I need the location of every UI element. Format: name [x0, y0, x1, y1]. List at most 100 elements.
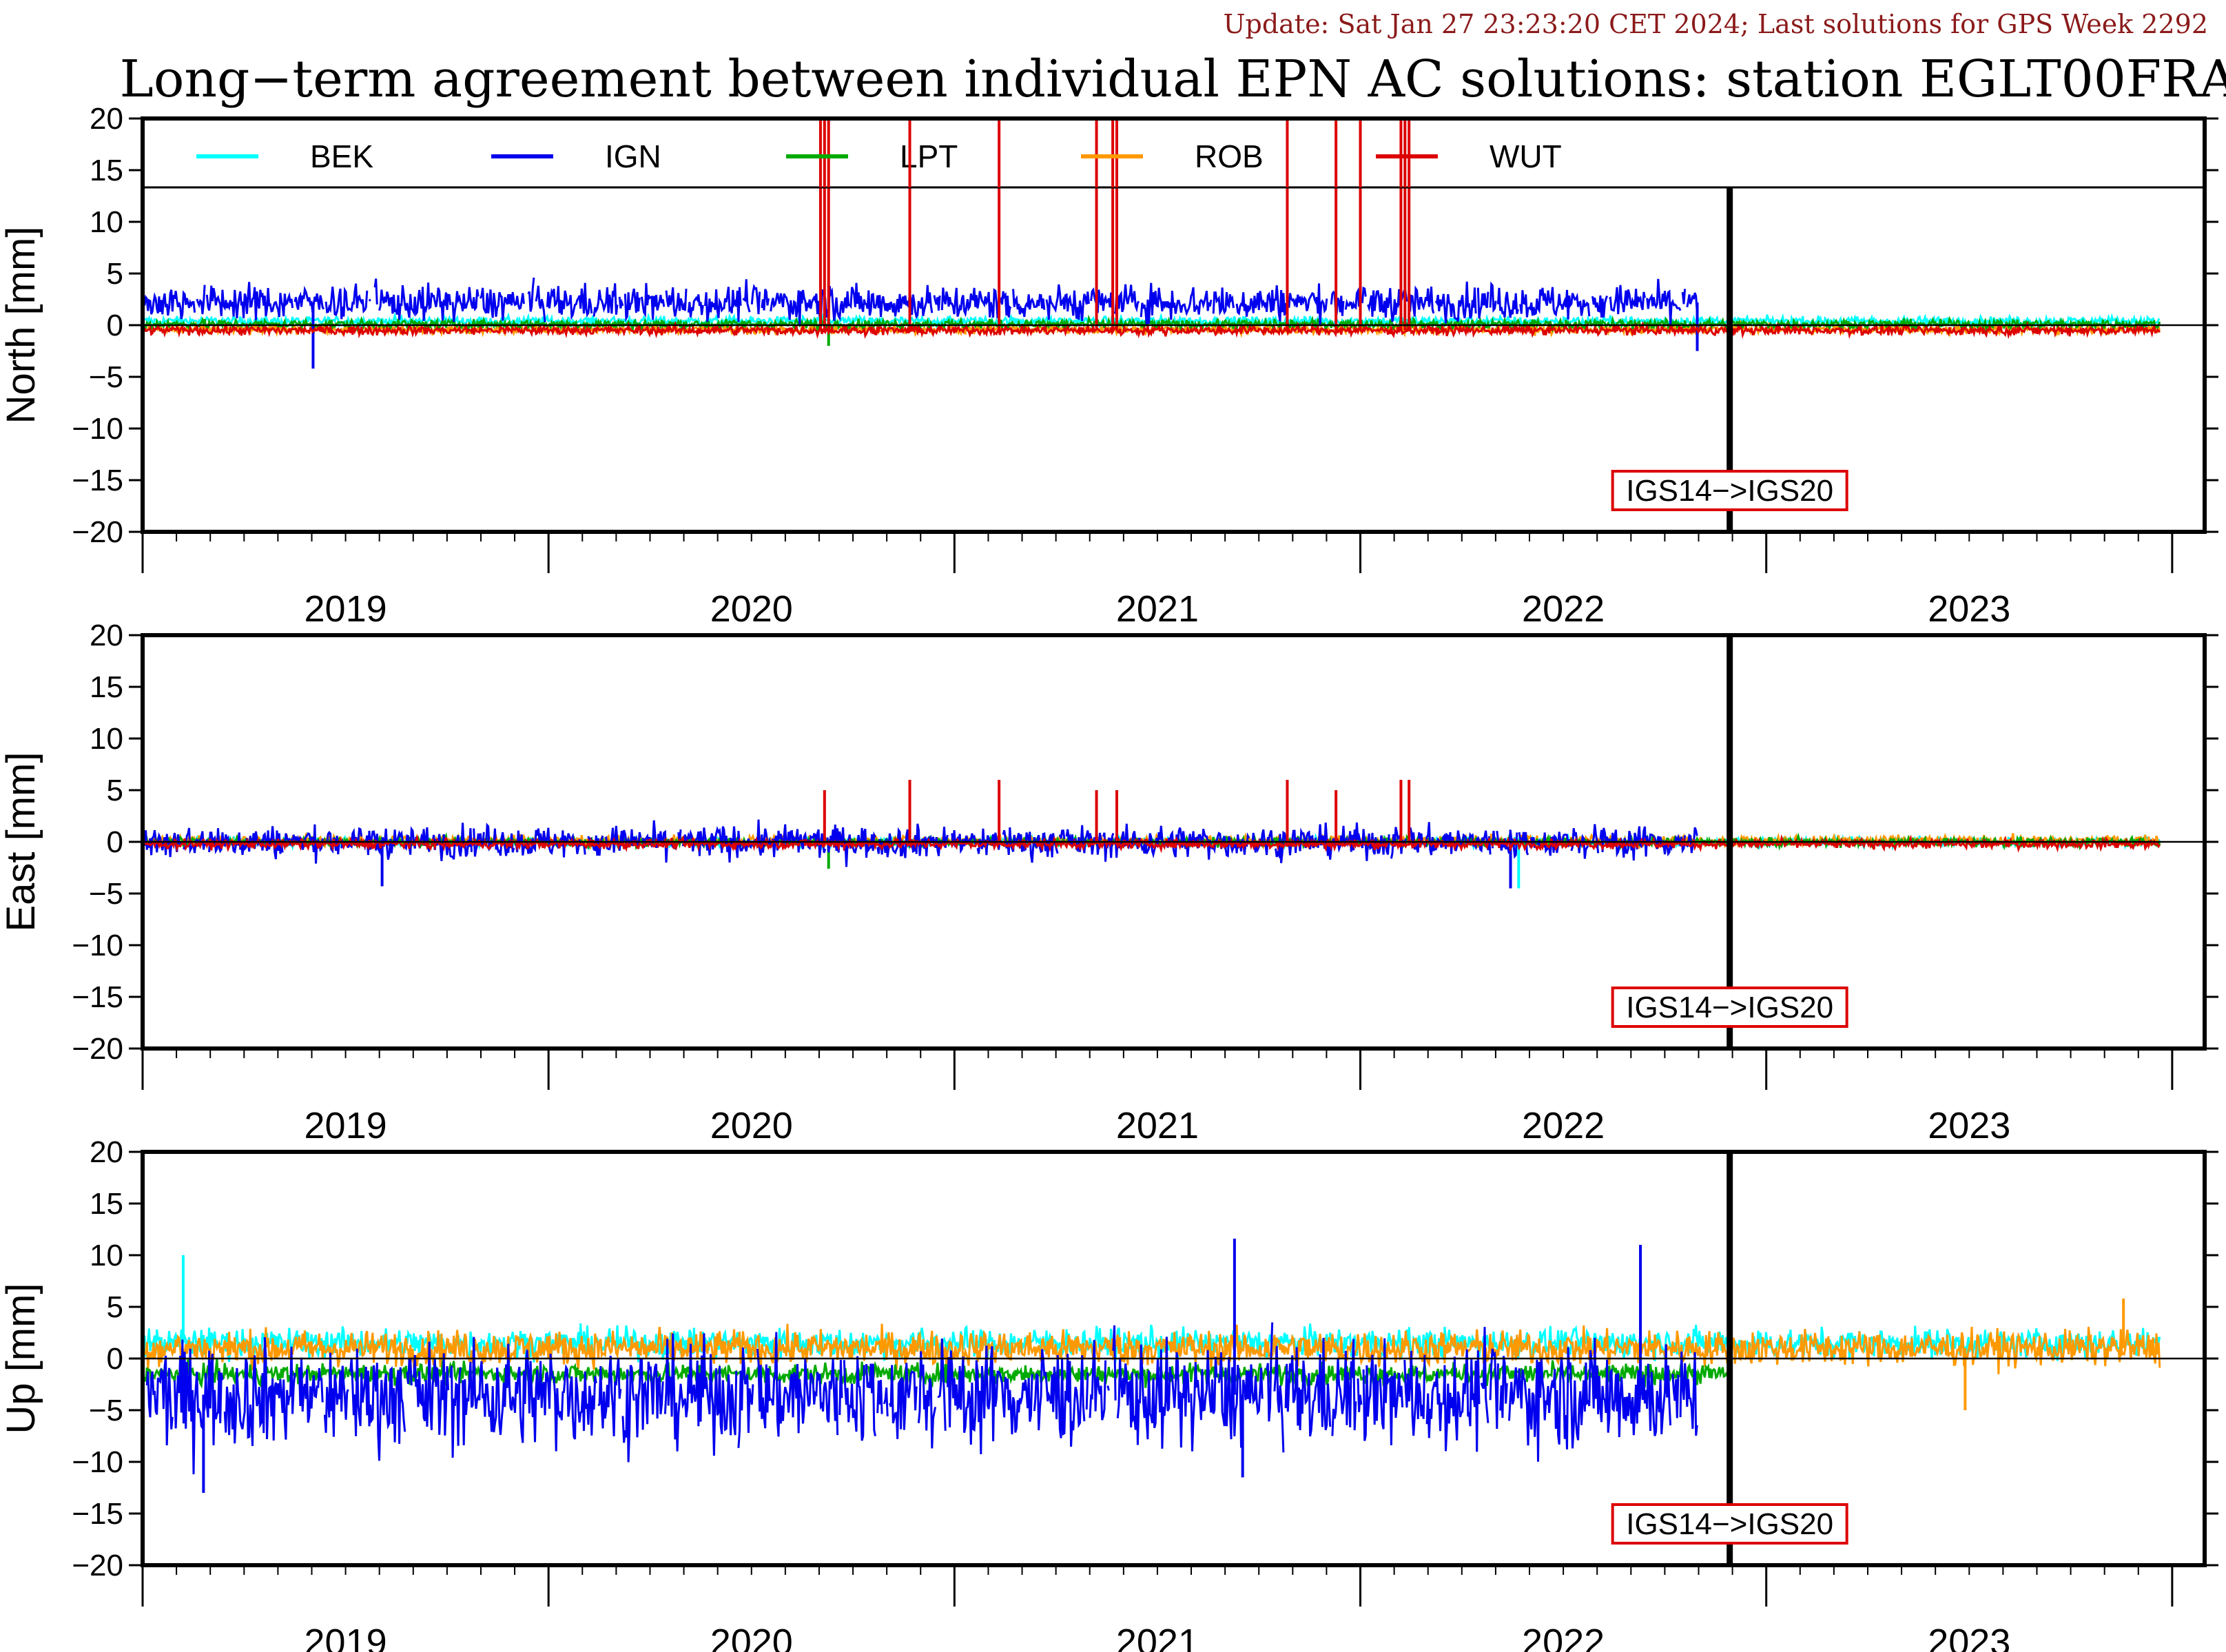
series-ign-line	[940, 287, 1012, 319]
y-tick-label: 5	[107, 774, 123, 807]
y-tick-label: −10	[72, 929, 123, 962]
series-ign-line	[1212, 287, 1235, 316]
note-label: IGS14−>IGS20	[1626, 1507, 1833, 1541]
series-ign-line	[843, 1356, 865, 1441]
series-ign-line	[1113, 284, 1140, 314]
series-ign-line	[293, 285, 325, 313]
series-ign-line	[742, 279, 751, 313]
series-ign-line	[1102, 832, 1115, 862]
series-ign-line	[208, 828, 231, 854]
series-ign-line	[592, 283, 619, 317]
legend: BEK IGN LPT ROB WUT	[141, 117, 2206, 189]
series-ign-line	[535, 285, 546, 322]
year-label: 2021	[1116, 588, 1199, 630]
series-ign-line	[888, 1363, 918, 1439]
series-ign-line	[604, 825, 642, 853]
y-tick-label: −15	[72, 1497, 123, 1531]
chart-title: Long−term agreement between individual E…	[120, 50, 2226, 109]
series-ign-line	[1442, 1349, 1481, 1452]
series-ign-line	[1409, 822, 1492, 856]
series-ign-line	[298, 1357, 324, 1423]
series-ign-line	[704, 287, 742, 322]
series-ign-line	[1250, 829, 1275, 856]
series-ign-line	[368, 298, 371, 302]
year-label: 2021	[1116, 1622, 1199, 1652]
y-tick-label: 20	[90, 619, 123, 652]
series-ign-line	[917, 1351, 937, 1449]
y-tick-label: 20	[90, 102, 123, 136]
y-tick-label: −10	[72, 1445, 123, 1479]
series-ign-line	[761, 289, 770, 311]
series-ign-line	[1496, 287, 1519, 318]
series-ign-line	[1140, 282, 1213, 325]
series-ign-line	[1273, 1345, 1285, 1453]
series-ign-line	[1499, 1356, 1508, 1418]
year-label: 2023	[1928, 588, 2010, 630]
series-ign-line	[756, 1332, 839, 1437]
series-ign-line	[1190, 1350, 1218, 1452]
y-tick-label: 15	[90, 1187, 123, 1221]
legend-label-rob: ROB	[1195, 138, 1264, 174]
series-ign-line	[838, 1359, 843, 1416]
series-ign-line	[1519, 287, 1591, 320]
series-ign-line	[1344, 286, 1367, 310]
data-group	[143, 1239, 2161, 1493]
series-ign-line	[323, 1352, 349, 1437]
series-ign-line	[546, 282, 593, 321]
series-ign-line	[1112, 1325, 1117, 1401]
series-ign-line	[449, 1365, 462, 1458]
series-ign-line	[1480, 1327, 1490, 1423]
note-label: IGS14−>IGS20	[1626, 474, 1833, 508]
series-ign-line	[1434, 281, 1477, 324]
series-ign-line	[624, 288, 641, 322]
y-tick-label: 20	[90, 1135, 123, 1169]
series-ign-line	[174, 1339, 224, 1475]
series-ign-line	[1379, 1338, 1404, 1445]
series-ign-line	[1541, 832, 1571, 856]
series-ign-line	[865, 1363, 876, 1436]
series-ign-line	[1390, 827, 1407, 859]
year-label: 2020	[710, 1105, 793, 1146]
series-ign-line	[1116, 1336, 1191, 1449]
y-tick-label: −5	[89, 877, 123, 911]
series-ign-line	[1476, 287, 1490, 319]
y-tick-label: −15	[72, 980, 123, 1014]
series-ign-line	[1609, 285, 1646, 315]
series-ign-line	[1408, 285, 1435, 317]
series-ign-line	[1570, 827, 1589, 859]
year-label: 2020	[710, 588, 793, 630]
series-ign-line	[641, 282, 666, 320]
series-ign-line	[196, 285, 206, 315]
y-tick-label: 0	[107, 309, 123, 342]
plot-frame	[141, 633, 2207, 1051]
series-ign-line	[378, 282, 452, 321]
series-ign-line	[621, 1365, 635, 1463]
series-ign-line	[883, 1387, 889, 1417]
y-tick-label: −20	[72, 1549, 123, 1582]
series-ign-line	[1235, 285, 1288, 322]
series-ign-line	[1591, 295, 1609, 318]
series-ign-line	[635, 1358, 664, 1438]
series-ign-line	[1508, 1337, 1672, 1462]
series-ign-line	[1033, 1349, 1086, 1447]
series-ign-line	[1288, 283, 1328, 327]
y-tick-label: 5	[107, 257, 123, 291]
year-label: 2023	[1928, 1105, 2010, 1146]
series-ign-line	[1403, 1350, 1426, 1436]
y-tick-label: 10	[90, 205, 123, 239]
series-ign-line	[946, 1345, 1033, 1454]
y-tick-label: 15	[90, 154, 123, 187]
series-ign-line	[1686, 827, 1698, 854]
series-ign-line	[145, 1355, 174, 1446]
series-ign-line	[750, 283, 761, 315]
series-ign-line	[1012, 289, 1046, 318]
series-ign-line	[1681, 289, 1687, 304]
series-ign-line	[143, 289, 196, 320]
note-box	[1611, 987, 1848, 1028]
series-ign-line	[937, 1339, 947, 1431]
series-ign-line	[480, 287, 525, 321]
series-ign-line	[1058, 829, 1066, 839]
y-tick-label: 15	[90, 670, 123, 704]
y-axis-label: East [mm]	[0, 752, 43, 931]
